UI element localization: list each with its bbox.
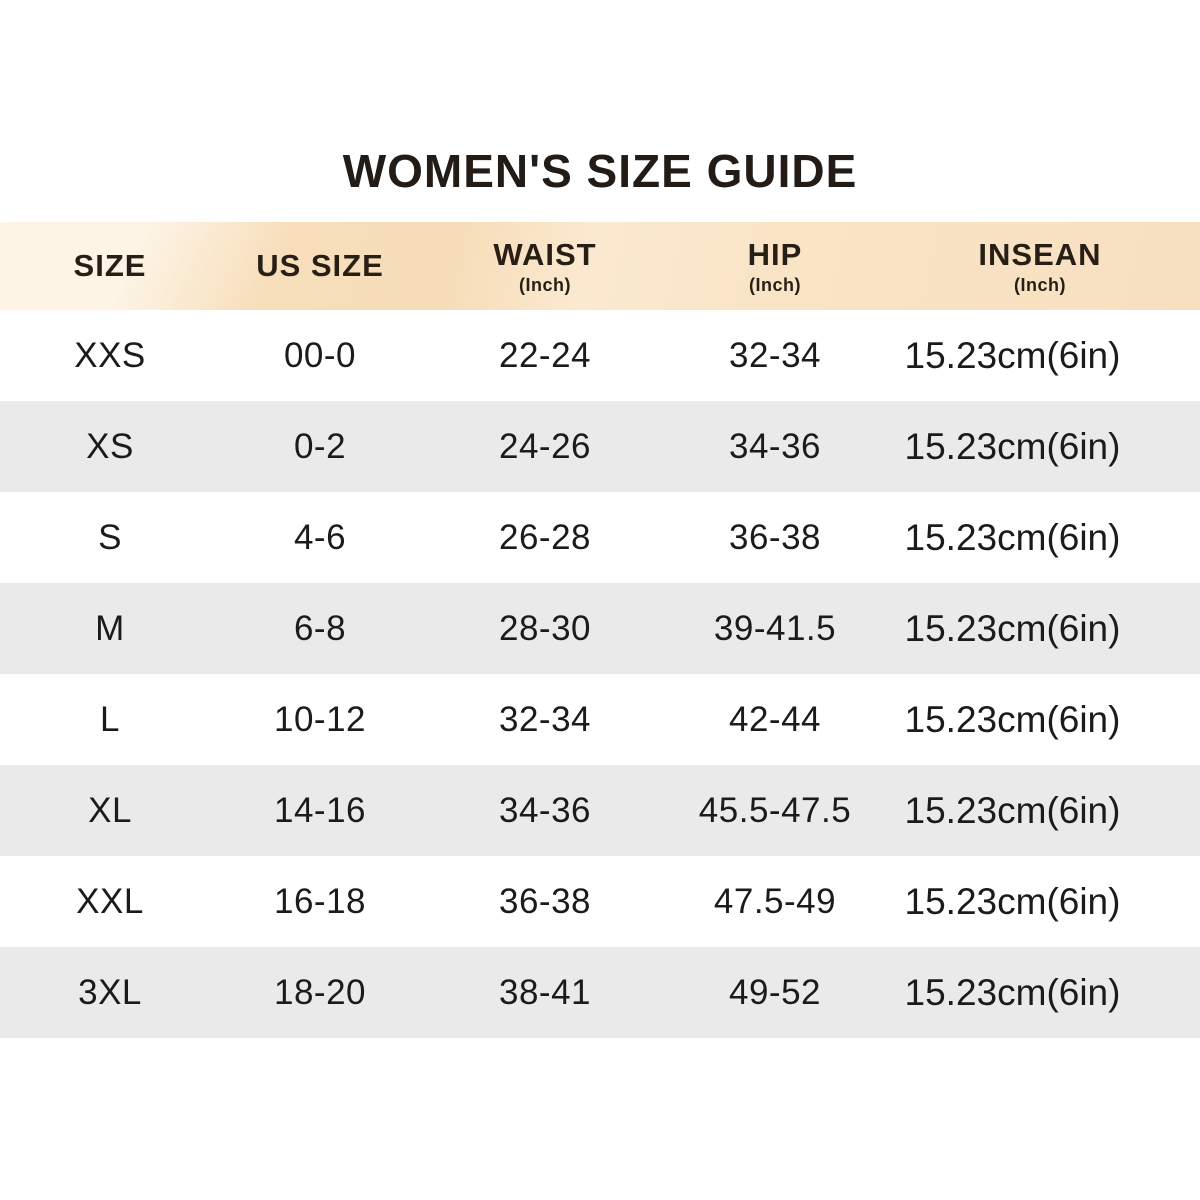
cell-us-size: 6-8	[293, 608, 347, 648]
cell-us-size: 14-16	[273, 790, 367, 830]
column-header-label: WAIST	[493, 236, 597, 272]
cell-us-size: 00-0	[283, 335, 357, 375]
cell-size: L	[100, 699, 120, 739]
cell-us-size: 4-6	[293, 517, 347, 557]
cell-inseam: 15.23cm(6in)	[904, 789, 1121, 831]
cell-inseam: 15.23cm(6in)	[904, 971, 1121, 1013]
cell-size: M	[95, 608, 125, 648]
cell-waist: 32-34	[498, 699, 592, 739]
cell-size: XXS	[74, 335, 146, 375]
cell-inseam: 15.23cm(6in)	[904, 880, 1121, 922]
table-row: L 10-12 32-34 42-44 15.23cm(6in)	[0, 674, 1200, 765]
table-row: XS 0-2 24-26 34-36 15.23cm(6in)	[0, 401, 1200, 492]
table-header-row: SIZE US SIZE WAIST (Inch) HIP (Inch) INS…	[0, 222, 1200, 310]
column-header-label: INSEAN	[978, 236, 1102, 272]
column-header-unit: (Inch)	[1014, 274, 1066, 295]
table-row: XXS 00-0 22-24 32-34 15.23cm(6in)	[0, 310, 1200, 401]
cell-inseam: 15.23cm(6in)	[904, 698, 1121, 740]
cell-waist: 28-30	[498, 608, 592, 648]
cell-hip: 34-36	[728, 426, 822, 466]
column-header-label: US SIZE	[256, 248, 384, 283]
size-guide-table: SIZE US SIZE WAIST (Inch) HIP (Inch) INS…	[0, 222, 1200, 1038]
cell-us-size: 16-18	[273, 881, 367, 921]
cell-hip: 39-41.5	[713, 608, 837, 648]
table-row: 3XL 18-20 38-41 49-52 15.23cm(6in)	[0, 947, 1200, 1038]
cell-waist: 26-28	[498, 517, 592, 557]
column-header: WAIST (Inch)	[420, 222, 670, 310]
cell-size: 3XL	[78, 972, 142, 1012]
cell-us-size: 10-12	[273, 699, 367, 739]
table-row: S 4-6 26-28 36-38 15.23cm(6in)	[0, 492, 1200, 583]
cell-waist: 36-38	[498, 881, 592, 921]
table-row: XL 14-16 34-36 45.5-47.5 15.23cm(6in)	[0, 765, 1200, 856]
table-row: M 6-8 28-30 39-41.5 15.23cm(6in)	[0, 583, 1200, 674]
page-title: WOMEN'S SIZE GUIDE	[342, 145, 858, 197]
cell-us-size: 18-20	[273, 972, 367, 1012]
table-row: XXL 16-18 36-38 47.5-49 15.23cm(6in)	[0, 856, 1200, 947]
column-header-unit: (Inch)	[749, 274, 801, 295]
cell-size: XXL	[76, 881, 144, 921]
cell-hip: 49-52	[728, 972, 822, 1012]
cell-size: S	[98, 517, 122, 557]
column-header: HIP (Inch)	[670, 222, 880, 310]
cell-hip: 45.5-47.5	[698, 790, 852, 830]
column-header-unit: (Inch)	[519, 274, 571, 295]
cell-hip: 32-34	[728, 335, 822, 375]
cell-hip: 42-44	[728, 699, 822, 739]
cell-size: XS	[86, 426, 134, 466]
cell-inseam: 15.23cm(6in)	[904, 607, 1121, 649]
table-body: XXS 00-0 22-24 32-34 15.23cm(6in) XS 0-2…	[0, 310, 1200, 1038]
cell-size: XL	[88, 790, 132, 830]
cell-us-size: 0-2	[293, 426, 347, 466]
column-header: US SIZE	[220, 222, 420, 310]
cell-hip: 47.5-49	[713, 881, 837, 921]
cell-inseam: 15.23cm(6in)	[904, 334, 1121, 376]
column-header: INSEAN (Inch)	[880, 222, 1200, 310]
cell-hip: 36-38	[728, 517, 822, 557]
column-header: SIZE	[0, 222, 220, 310]
cell-waist: 24-26	[498, 426, 592, 466]
cell-inseam: 15.23cm(6in)	[904, 516, 1121, 558]
cell-waist: 22-24	[498, 335, 592, 375]
cell-waist: 38-41	[498, 972, 592, 1012]
column-header-label: HIP	[747, 236, 803, 272]
cell-inseam: 15.23cm(6in)	[904, 425, 1121, 467]
cell-waist: 34-36	[498, 790, 592, 830]
column-header-label: SIZE	[73, 248, 147, 283]
